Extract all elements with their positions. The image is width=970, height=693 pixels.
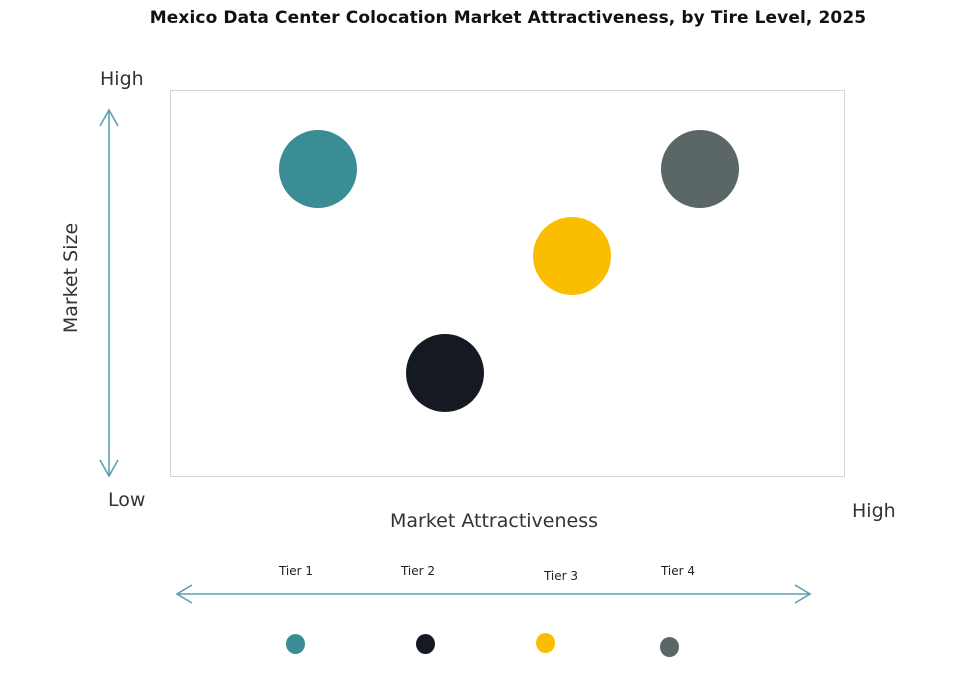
x-axis-high-label: High	[852, 500, 896, 522]
legend-label-tier-2: Tier 2	[400, 564, 436, 578]
tier-axis-arrow-icon	[175, 584, 812, 604]
y-axis-arrow-icon	[99, 108, 119, 478]
legend-dot-tier-2	[416, 634, 435, 654]
plot-area	[170, 90, 845, 477]
legend-label-tier-3: Tier 3	[543, 569, 579, 583]
legend-label-tier-4: Tier 4	[660, 564, 696, 578]
legend-dot-tier-1	[286, 634, 305, 654]
legend-label-tier-1: Tier 1	[278, 564, 314, 578]
bubble-tier-2	[406, 334, 484, 412]
bubble-tier-3	[533, 217, 611, 295]
bubble-tier-4	[661, 130, 739, 208]
y-axis-high-label: High	[100, 68, 144, 90]
legend-dot-tier-4	[660, 637, 679, 657]
bubble-tier-1	[279, 130, 357, 208]
x-axis-title: Market Attractiveness	[390, 510, 599, 532]
legend-dot-tier-3	[536, 633, 555, 653]
y-axis-low-label: Low	[108, 489, 146, 511]
chart-title: Mexico Data Center Colocation Market Att…	[149, 8, 867, 28]
